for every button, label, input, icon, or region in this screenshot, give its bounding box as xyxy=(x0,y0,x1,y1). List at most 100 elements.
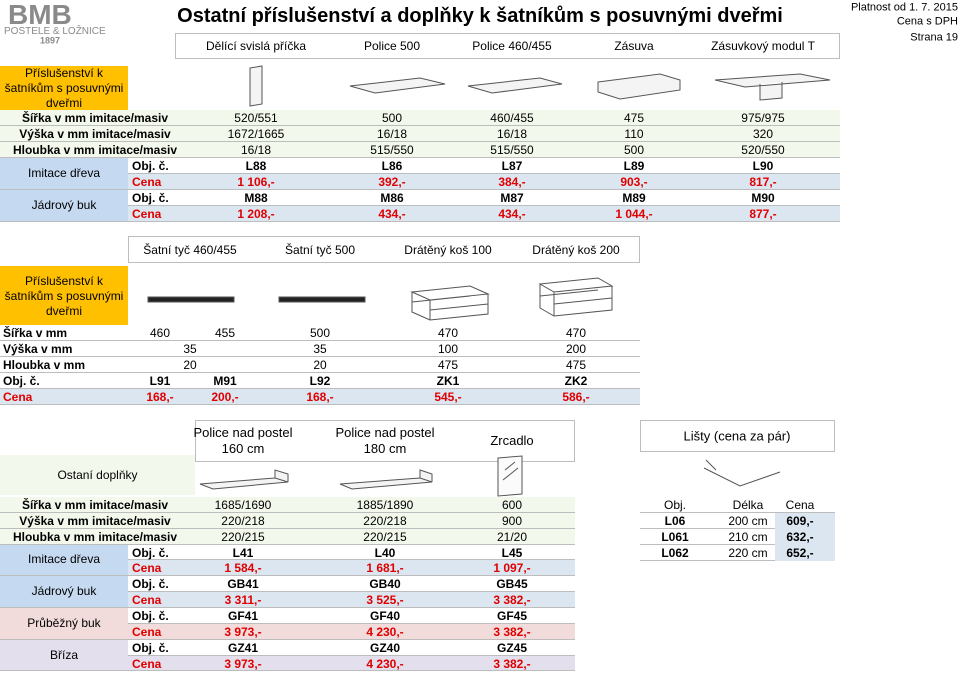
strip-icon xyxy=(703,459,781,487)
row-band xyxy=(0,142,840,158)
order-number: GF45 xyxy=(496,608,528,623)
price: 4 230,- xyxy=(366,624,404,639)
order-number: L45 xyxy=(501,545,523,560)
price-band xyxy=(128,206,840,222)
variant-label: Bříza xyxy=(0,639,128,672)
strips-cell: L061 xyxy=(661,530,689,544)
strips-cell: 632,- xyxy=(786,530,814,544)
row-value: M91 xyxy=(213,374,237,388)
order-number: GB45 xyxy=(496,577,528,592)
rod-icon xyxy=(147,296,235,303)
price-band xyxy=(128,174,840,190)
brand-year: 1897 xyxy=(40,35,61,46)
row-label: Hloubka v mm imitace/masiv xyxy=(12,529,178,544)
basket-icon xyxy=(410,285,490,321)
strips-price-cell xyxy=(775,529,835,545)
shelf-icon xyxy=(467,77,563,94)
column-header-box xyxy=(128,236,640,263)
price-band xyxy=(128,592,575,609)
order-band xyxy=(128,608,575,624)
row-value: 200 xyxy=(565,342,587,356)
row-value: 168,- xyxy=(146,390,174,404)
strips-price-cell xyxy=(775,513,835,529)
order-number: GB41 xyxy=(227,577,259,592)
column-header: Police nad postel 180 cm xyxy=(335,424,435,456)
basket-icon xyxy=(538,277,614,317)
rod-icon xyxy=(278,296,366,303)
price: 434,- xyxy=(498,207,526,221)
strips-cell: L062 xyxy=(661,546,689,560)
dimension-value: 1672/1665 xyxy=(227,127,285,141)
order-band xyxy=(128,639,575,656)
column-header: Police 460/455 xyxy=(472,39,552,53)
price-label: Cena xyxy=(132,175,162,189)
row-value: 460 xyxy=(149,326,171,340)
strips-header-band xyxy=(640,497,835,513)
variant-label: Imitace dřeva xyxy=(0,544,128,577)
order-number: L90 xyxy=(752,159,774,173)
order-number: M87 xyxy=(500,191,524,205)
row-value: 475 xyxy=(437,358,459,372)
row-value: 200,- xyxy=(211,390,239,404)
price-label: Cena xyxy=(132,593,162,608)
column-header: Police nad postel 160 cm xyxy=(193,424,293,456)
row-value: 475 xyxy=(565,358,587,372)
row-band xyxy=(0,528,575,545)
price-label: Cena xyxy=(132,656,162,671)
column-header-box xyxy=(195,420,575,462)
order-label: Obj. č. xyxy=(132,159,169,173)
price: 3 973,- xyxy=(224,624,262,639)
price: 3 525,- xyxy=(366,593,404,608)
dimension-value: 500 xyxy=(381,111,403,125)
row-value: 35 xyxy=(313,342,327,356)
section-label: Příslušenství k šatníkům s posuvnými dve… xyxy=(0,66,128,110)
divider-icon xyxy=(249,65,263,107)
order-band xyxy=(128,158,840,174)
strips-cell: L06 xyxy=(664,514,686,528)
dimension-value: 16/18 xyxy=(496,127,528,141)
strips-cell: 220 cm xyxy=(728,546,768,560)
column-header: Zásuvkový modul T xyxy=(711,39,815,53)
row-band xyxy=(0,110,840,126)
price: 434,- xyxy=(378,207,406,221)
row-value: 586,- xyxy=(562,390,590,404)
strips-cell: 200 cm xyxy=(728,514,768,528)
row-value: L91 xyxy=(149,374,171,388)
section-label: Příslušenství k šatníkům s posuvnými dve… xyxy=(0,266,128,326)
order-label: Obj. č. xyxy=(132,191,169,205)
strips-header-box xyxy=(640,420,835,452)
price: 1 584,- xyxy=(224,561,262,576)
row-band xyxy=(0,325,640,341)
strips-cell: 652,- xyxy=(786,546,814,560)
module-icon xyxy=(714,73,831,101)
strips-title: Lišty (cena za pár) xyxy=(683,428,791,444)
row-value: 500 xyxy=(309,326,331,340)
strips-cell: 210 cm xyxy=(728,530,768,544)
price: 1 097,- xyxy=(493,561,531,576)
row-label: Hloubka v mm xyxy=(3,358,86,372)
column-header: Šatní tyč 500 xyxy=(284,243,356,257)
column-header: Zásuva xyxy=(614,39,654,53)
order-number: GZ45 xyxy=(496,640,528,655)
price: 3 382,- xyxy=(493,656,531,671)
price: 3 382,- xyxy=(493,593,531,608)
row-value: 100 xyxy=(437,342,459,356)
variant-label: Průběžný buk xyxy=(0,608,128,640)
shelf-icon xyxy=(349,77,446,94)
row-label: Výška v mm imitace/masiv xyxy=(19,127,171,141)
dimension-value: 220/215 xyxy=(221,529,265,544)
price-band xyxy=(128,560,575,577)
row-band xyxy=(0,373,640,389)
price-label: Cena xyxy=(132,207,162,221)
dimension-value: 460/455 xyxy=(490,111,534,125)
price-band xyxy=(128,655,575,672)
price: 4 230,- xyxy=(366,656,404,671)
order-number: L89 xyxy=(623,159,645,173)
price: 3 311,- xyxy=(224,593,262,608)
row-label: Šířka v mm imitace/masiv xyxy=(21,498,169,512)
order-number: L86 xyxy=(381,159,403,173)
row-value: 20 xyxy=(183,358,197,372)
row-band xyxy=(0,497,575,513)
